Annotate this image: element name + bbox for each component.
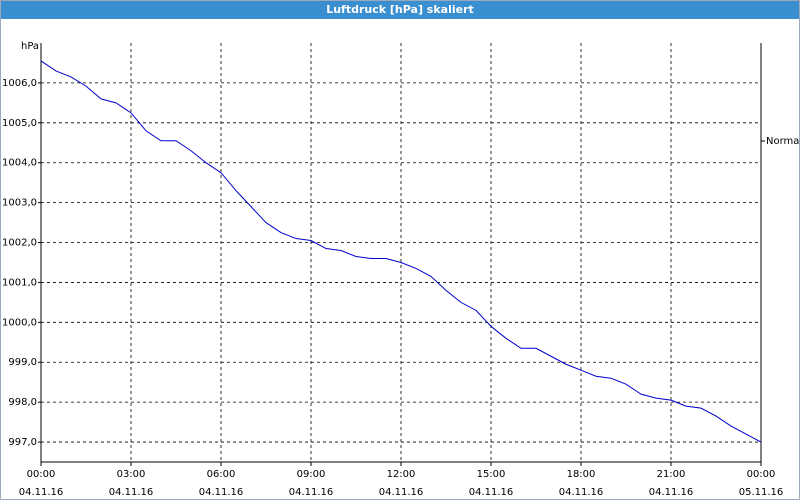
y-tick-label: 999,0 xyxy=(8,357,37,368)
y-tick-label: 1006,0 xyxy=(2,78,37,89)
y-axis-label: hPa xyxy=(21,41,39,52)
line xyxy=(40,60,762,443)
x-tick-label: 15:00 04.11.16 xyxy=(468,469,514,498)
x-tick-label: 21:00 04.11.16 xyxy=(648,469,694,498)
y-tick-label: 1003,0 xyxy=(2,198,37,209)
chart-title: Luftdruck [hPa] skaliert xyxy=(1,1,799,19)
x-tick-label: 06:00 04.11.16 xyxy=(198,469,244,498)
x-tick-label: 00:00 04.11.16 xyxy=(18,469,64,498)
x-tick-label: 00:00 05.11.16 xyxy=(738,469,784,498)
x-tick-label: 18:00 04.11.16 xyxy=(558,469,604,498)
y-tick-label: 1002,0 xyxy=(2,238,37,249)
y-tick-label: 1000,0 xyxy=(2,317,37,328)
y-tick-label: 998,0 xyxy=(8,397,37,408)
x-tick-label: 12:00 04.11.16 xyxy=(378,469,424,498)
y-tick-label: 1004,0 xyxy=(2,158,37,169)
y-tick-label: 997,0 xyxy=(8,437,37,448)
x-tick-label: 09:00 04.11.16 xyxy=(288,469,334,498)
y-tick-label: 1001,0 xyxy=(2,277,37,288)
y-tick-label: 1005,0 xyxy=(2,118,37,129)
legend-label: Normal xyxy=(766,136,799,147)
x-tick-label: 03:00 04.11.16 xyxy=(108,469,154,498)
